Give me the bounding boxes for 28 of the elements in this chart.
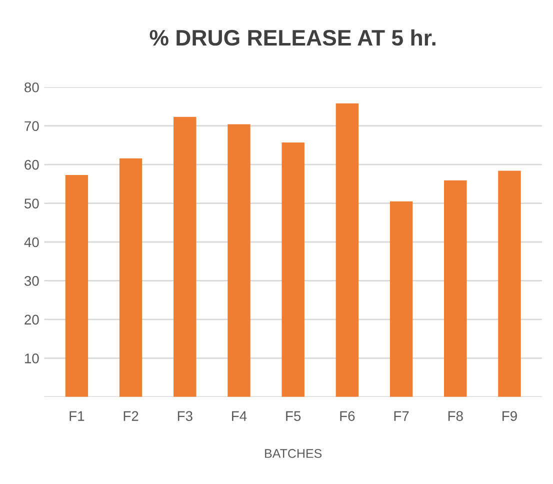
bar [444,180,467,397]
bar [390,201,413,397]
x-axis-title: BATCHES [265,449,322,458]
x-tick-label: F5 [286,411,301,421]
y-tick-label: 50 [24,198,39,208]
y-tick-label: 60 [24,160,39,170]
bar [282,142,304,397]
bar [174,116,196,397]
y-tick-label: 20 [24,314,39,325]
y-tick-label: 80 [24,82,39,92]
bar [119,158,142,397]
x-tick-label: F4 [232,411,247,421]
bar [228,124,250,397]
x-tick-label: F1 [70,411,84,421]
chart-title: % DRUG RELEASE AT 5 hr. [150,29,436,46]
y-tick-label: 30 [24,276,39,286]
y-tick-label: 10 [24,353,39,364]
x-tick-label: F6 [340,411,355,421]
x-tick-label: F7 [394,411,409,421]
x-tick-label: F8 [448,411,463,421]
y-tick-label: 70 [24,121,39,132]
x-tick-label: F3 [178,411,192,421]
bar [336,103,359,397]
bar [65,175,88,397]
x-tick-label: F2 [124,411,138,421]
y-tick-label: 40 [24,237,39,248]
bar [498,170,521,397]
x-tick-label: F9 [502,411,517,421]
